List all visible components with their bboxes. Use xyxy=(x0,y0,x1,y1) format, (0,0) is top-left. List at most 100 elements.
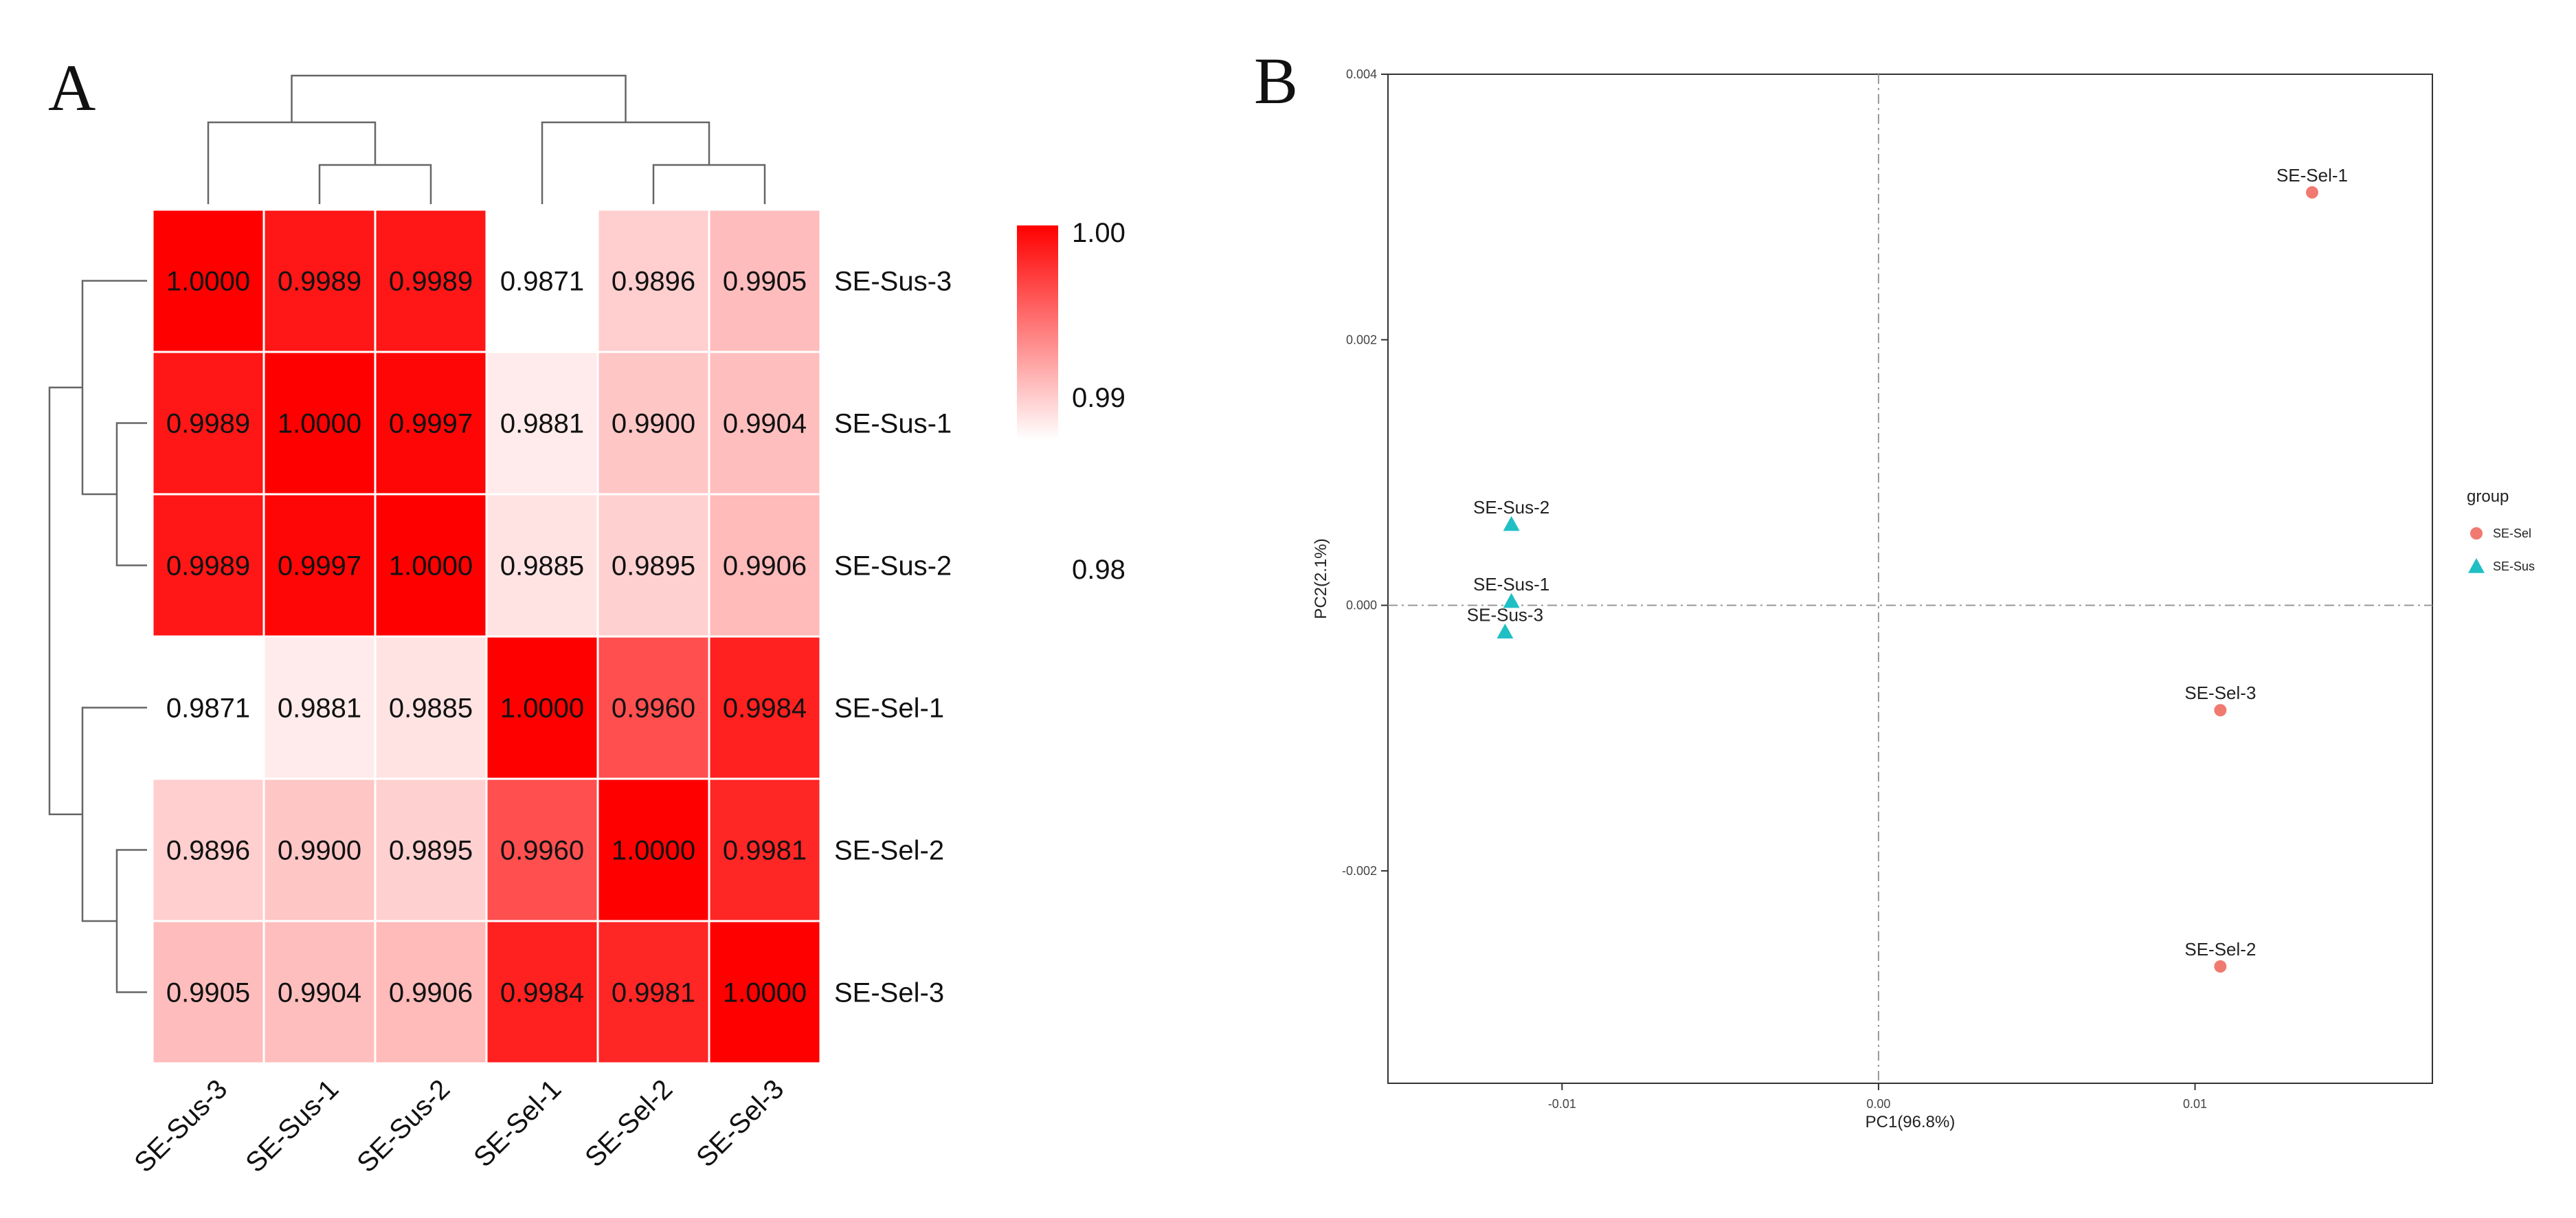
heatmap-cell-label: 0.9989 xyxy=(278,267,361,297)
heatmap-cell xyxy=(374,208,488,353)
data-point xyxy=(2214,704,2227,717)
panel-b-pca: B -0.01 0.00 0.01 -0.002 0.000 0.002 0.004 PC1… xyxy=(1254,44,2535,1131)
axis-ticks: -0.01 0.00 0.01 -0.002 0.000 0.002 0.004 xyxy=(1342,67,2207,1111)
left-dendrogram xyxy=(48,280,147,993)
dendrogram-branch xyxy=(207,121,377,204)
color-bar xyxy=(1017,225,1058,440)
color-scale-tick: 0.98 xyxy=(1072,555,1125,585)
column-label: SE-Sus-2 xyxy=(351,1074,456,1178)
legend-marker xyxy=(2470,527,2483,540)
data-point xyxy=(2305,186,2318,199)
heatmap-cell-label: 0.9900 xyxy=(612,409,695,439)
heatmap-cell-label: 0.9904 xyxy=(723,409,807,439)
heatmap-cell-label: 0.9989 xyxy=(389,267,473,297)
heatmap-cell-label: 1.0000 xyxy=(723,978,807,1008)
y-tick-label: -0.002 xyxy=(1342,864,1377,878)
heatmap-cell xyxy=(262,493,377,638)
heatmap-cell xyxy=(596,920,710,1065)
top-dendrogram xyxy=(207,74,766,204)
dendrogram-branch xyxy=(541,121,710,204)
column-label: SE-Sel-1 xyxy=(468,1074,567,1173)
data-point xyxy=(1503,593,1520,608)
heatmap-cell xyxy=(262,351,377,496)
column-label: SE-Sel-2 xyxy=(579,1074,678,1173)
dendrogram-branch xyxy=(48,386,82,815)
heatmap-cell xyxy=(596,635,710,780)
data-point xyxy=(1497,623,1514,639)
heatmap-cell-label: 0.9981 xyxy=(612,978,695,1008)
heatmap-cell xyxy=(485,777,599,922)
column-label: SE-Sus-3 xyxy=(128,1074,233,1178)
dendrogram-branch xyxy=(115,849,147,993)
heatmap-cell-label: 0.9997 xyxy=(389,409,473,439)
row-label: SE-Sel-1 xyxy=(834,694,944,724)
heatmap-cell-label: 0.9906 xyxy=(723,551,807,582)
panel-a-heatmap: A 1.0000 0.9989 0.9989 0.9871 0.9896 0.9905 0.… xyxy=(48,51,1125,1178)
legend-label: SE-Sel xyxy=(2493,527,2531,540)
heatmap-cell-label: 0.9896 xyxy=(612,267,695,297)
heatmap-cell xyxy=(485,920,599,1065)
heatmap-cell xyxy=(151,777,265,922)
heatmap-cell-label: 0.9984 xyxy=(500,978,584,1008)
heatmap-cell xyxy=(708,777,822,922)
row-label: SE-Sus-1 xyxy=(834,409,952,439)
dendrogram-branch xyxy=(115,422,147,566)
plot-frame xyxy=(1387,74,2433,1084)
dendrogram-branch xyxy=(81,707,147,922)
heatmap-cell-label: 0.9997 xyxy=(278,551,361,582)
x-tick-label: 0.00 xyxy=(1866,1097,1890,1111)
heatmap-cell xyxy=(485,635,599,780)
heatmap-cell xyxy=(596,777,710,922)
x-axis-title: PC1(96.8%) xyxy=(1866,1113,1956,1131)
y-tick-label: 0.002 xyxy=(1346,333,1377,346)
heatmap-cell-label: 0.9984 xyxy=(723,694,807,724)
heatmap-cell-label: 0.9885 xyxy=(389,694,473,724)
heatmap-cell-label: 0.9895 xyxy=(612,551,695,582)
heatmap-cell xyxy=(151,208,265,353)
point-label: SE-Sel-1 xyxy=(2276,165,2348,186)
point-label: SE-Sel-2 xyxy=(2184,939,2256,960)
heatmap-cell-label: 0.9895 xyxy=(389,836,473,866)
heatmap-cell xyxy=(708,493,822,638)
heatmap-cell xyxy=(151,635,265,780)
column-label: SE-Sel-3 xyxy=(691,1074,789,1173)
heatmap-cell-label: 0.9885 xyxy=(500,551,584,582)
heatmap-cell-label: 0.9904 xyxy=(278,978,361,1008)
panel-a-letter: A xyxy=(48,51,96,124)
color-scale-tick: 1.00 xyxy=(1072,218,1125,248)
y-tick-label: 0.004 xyxy=(1346,67,1377,81)
heatmap-cell xyxy=(151,920,265,1065)
dendrogram-branch xyxy=(652,164,766,204)
heatmap-cell-label: 0.9871 xyxy=(166,694,250,724)
heatmap-cell-label: 0.9905 xyxy=(166,978,250,1008)
panel-b-letter: B xyxy=(1254,44,1298,118)
heatmap-cell xyxy=(708,635,822,780)
scatter-points: SE-Sel-1 SE-Sel-3 SE-Sel-2 SE-Sus-2 SE-Sus-1… xyxy=(1467,165,2348,973)
row-label: SE-Sus-2 xyxy=(834,551,952,582)
heatmap-cell xyxy=(262,208,377,353)
row-label: SE-Sel-3 xyxy=(834,978,944,1008)
data-point xyxy=(1503,516,1520,531)
point-label: SE-Sus-1 xyxy=(1473,574,1549,595)
point-label: SE-Sus-2 xyxy=(1473,497,1549,518)
heatmap-cell-label: 0.9905 xyxy=(723,267,807,297)
heatmap-cell-label: 0.9960 xyxy=(612,694,695,724)
color-scale-legend: 1.00 0.99 0.98 xyxy=(1017,218,1125,585)
heatmap-cell xyxy=(374,777,488,922)
heatmap-cell xyxy=(485,351,599,496)
heatmap-cell xyxy=(708,208,822,353)
heatmap-cell xyxy=(596,493,710,638)
heatmap-cell-label: 1.0000 xyxy=(278,409,361,439)
heatmap-cell-label: 1.0000 xyxy=(166,267,250,297)
heatmap-cell xyxy=(374,635,488,780)
heatmap-cell-label: 0.9989 xyxy=(166,409,250,439)
heatmap-cell-label: 1.0000 xyxy=(500,694,584,724)
legend-marker xyxy=(2468,558,2485,573)
data-point xyxy=(2214,960,2227,973)
heatmap-cells xyxy=(151,208,822,1065)
dendrogram-branch xyxy=(81,280,147,496)
heatmap-column-labels: SE-Sus-3 SE-Sus-1 SE-Sus-2 SE-Sel-1 SE-Sel-2… xyxy=(128,1074,789,1178)
heatmap-cell-label: 1.0000 xyxy=(389,551,473,582)
y-axis-title: PC2(2.1%) xyxy=(1312,538,1330,619)
heatmap-cell-label: 0.9896 xyxy=(166,836,250,866)
